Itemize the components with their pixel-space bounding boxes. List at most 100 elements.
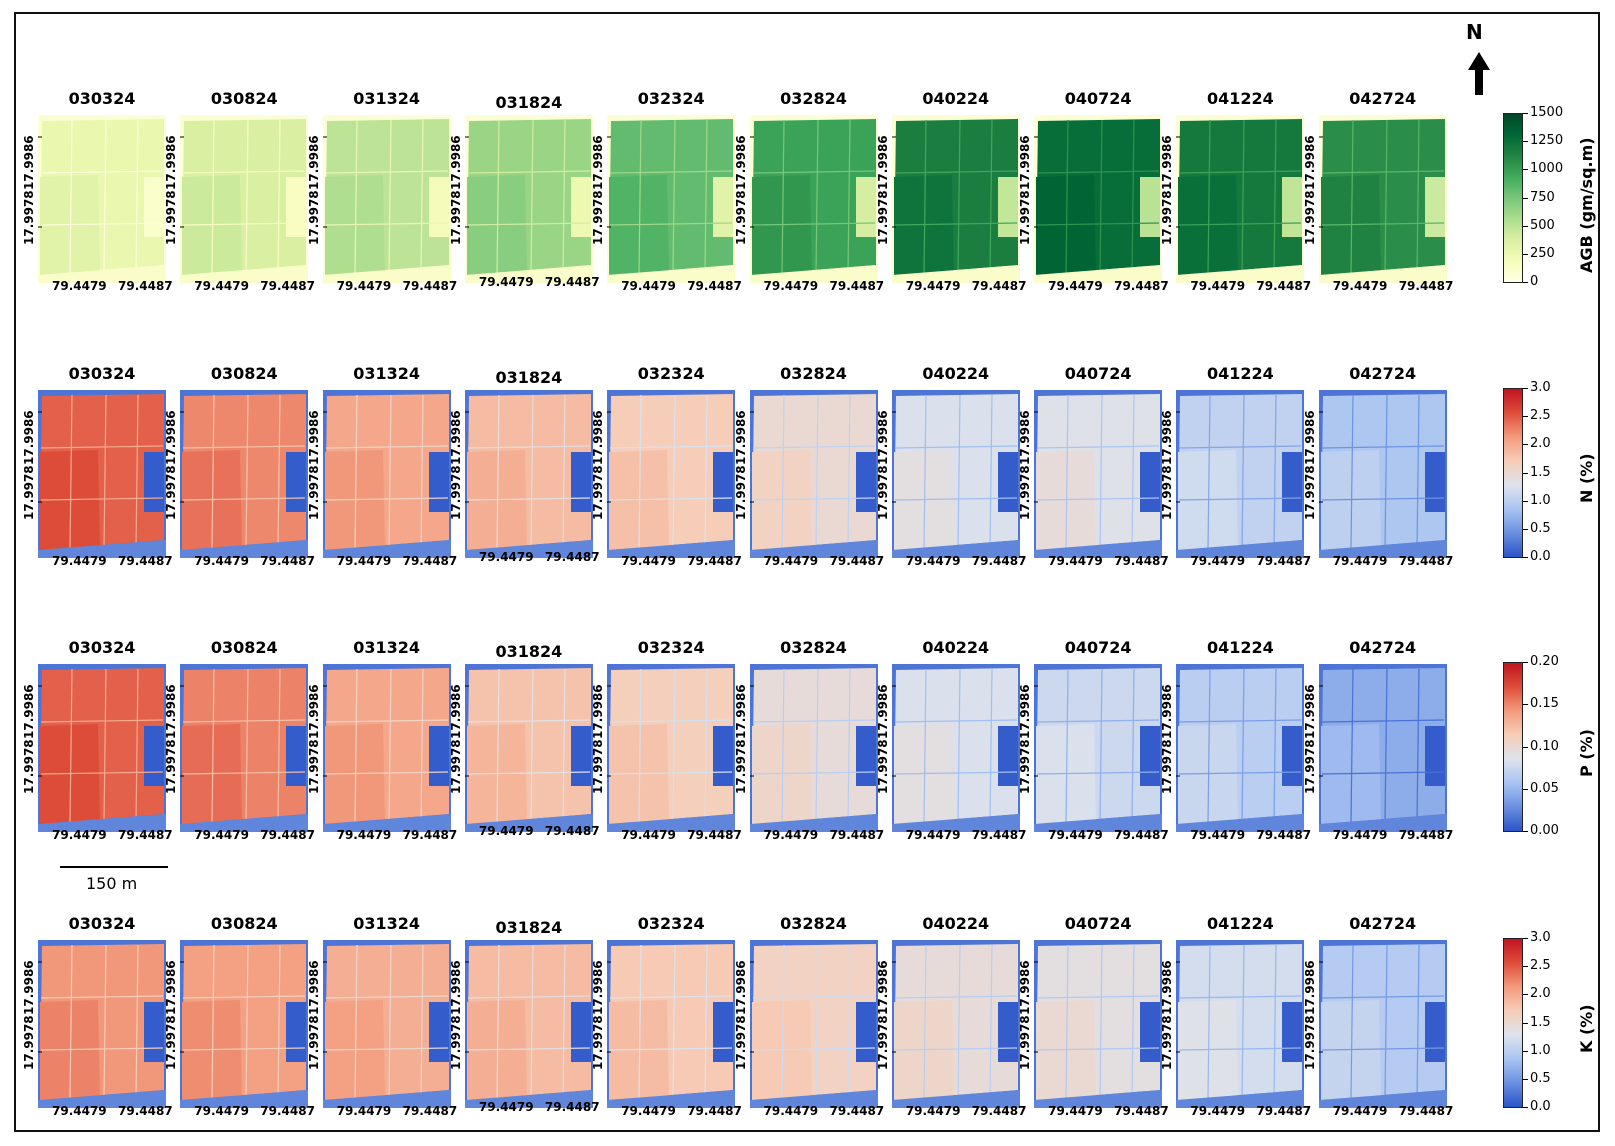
- field-map-image: [607, 390, 736, 558]
- colorbar-tick-mark: [1523, 1107, 1528, 1108]
- field-map-image: [464, 115, 593, 283]
- longitude-tick-label: 79.4487: [118, 828, 173, 842]
- latitude-tick-label: 17.9986: [1018, 135, 1033, 190]
- field-map-image: [749, 664, 878, 832]
- field-map-image: [38, 940, 166, 1108]
- longitude-tick-label: 79.4487: [118, 279, 173, 293]
- colorbar-tick-label: 3.0: [1530, 930, 1551, 945]
- scale-bar: [60, 866, 168, 868]
- colorbar: [1503, 388, 1523, 558]
- colorbar-tick-mark: [1523, 746, 1528, 748]
- field-map-image: [1034, 390, 1163, 558]
- latitude-tick-label: 17.9978: [875, 739, 890, 794]
- field-map-image: [180, 664, 309, 832]
- latitude-tick-label: 17.9986: [1160, 135, 1175, 190]
- field-map-image: [1176, 664, 1305, 832]
- latitude-tick-label: 17.9986: [448, 410, 463, 465]
- latitude-tick-label: 17.9978: [591, 739, 606, 794]
- field-map-image: [464, 940, 593, 1108]
- panel-date-title: 042724: [1349, 89, 1417, 108]
- longitude-tick-label: 79.4487: [829, 554, 885, 568]
- colorbar-tick-mark: [1523, 416, 1528, 418]
- panel-date-title: 032324: [637, 914, 705, 933]
- latitude-tick-label: 17.9986: [1018, 410, 1033, 465]
- panel-date-title: 031824: [495, 642, 563, 661]
- colorbar-tick-label: 0.15: [1530, 696, 1559, 712]
- colorbar-tick-mark: [1523, 141, 1528, 143]
- longitude-tick-label: 79.4487: [971, 554, 1027, 568]
- panel-date-title: 041224: [1206, 638, 1274, 657]
- colorbar: [1503, 113, 1523, 283]
- latitude-tick-label: 17.9978: [875, 465, 890, 520]
- colorbar-tick-label: 2.5: [1530, 408, 1551, 424]
- colorbar-tick-label: 0.0: [1530, 1099, 1551, 1114]
- panel-date-title: 040724: [1064, 638, 1132, 657]
- longitude-tick-label: 79.4479: [336, 1104, 392, 1118]
- longitude-tick-label: 79.4479: [1332, 828, 1388, 842]
- latitude-tick-label: 17.9978: [306, 190, 321, 245]
- latitude-tick-label: 17.9986: [164, 684, 179, 739]
- longitude-tick-label: 79.4487: [971, 828, 1027, 842]
- field-map-image: [1176, 940, 1305, 1108]
- latitude-tick-label: 17.9986: [591, 684, 606, 739]
- panel-date-title: 032324: [637, 638, 705, 657]
- panel-date-title: 041224: [1206, 914, 1274, 933]
- field-map-image: [1318, 115, 1447, 283]
- latitude-tick-label: 17.9978: [306, 1015, 321, 1070]
- field-map-image: [38, 390, 166, 558]
- latitude-tick-label: 17.9978: [306, 465, 321, 520]
- colorbar-tick-mark: [1523, 472, 1528, 474]
- latitude-tick-label: 17.9978: [1018, 1015, 1033, 1070]
- latitude-tick-label: 17.9986: [591, 960, 606, 1015]
- longitude-tick-label: 79.4479: [52, 279, 107, 293]
- colorbar-tick-label: 0.00: [1530, 823, 1559, 838]
- latitude-tick-label: 17.9978: [22, 1015, 36, 1070]
- field-map-image: [749, 940, 878, 1108]
- latitude-tick-label: 17.9986: [164, 960, 179, 1015]
- longitude-tick-label: 79.4479: [1048, 1104, 1103, 1118]
- field-map-image: [891, 390, 1020, 558]
- field-map-image: [322, 390, 451, 558]
- longitude-tick-label: 79.4479: [1190, 1104, 1246, 1118]
- colorbar-tick-mark: [1523, 282, 1528, 283]
- panel-date-title: 032824: [780, 364, 847, 383]
- longitude-tick-label: 79.4487: [1114, 554, 1169, 568]
- field-map-image: [1034, 940, 1163, 1108]
- colorbar-tick-mark: [1523, 388, 1528, 389]
- longitude-tick-label: 79.4487: [118, 1104, 173, 1118]
- latitude-tick-label: 17.9978: [733, 190, 748, 245]
- field-map-image: [464, 390, 593, 558]
- latitude-tick-label: 17.9978: [1018, 190, 1033, 245]
- latitude-tick-label: 17.9978: [22, 190, 36, 245]
- colorbar-tick-label: 2.0: [1530, 436, 1551, 452]
- latitude-tick-label: 17.9986: [164, 410, 179, 465]
- latitude-tick-label: 17.9978: [22, 739, 36, 794]
- colorbar-tick-label: 1.5: [1530, 464, 1551, 480]
- latitude-tick-label: 17.9978: [875, 1015, 890, 1070]
- longitude-tick-label: 79.4487: [971, 1104, 1027, 1118]
- latitude-tick-label: 17.9978: [875, 190, 890, 245]
- longitude-tick-label: 79.4479: [52, 828, 107, 842]
- colorbar-tick-label: 0.5: [1530, 520, 1551, 536]
- longitude-tick-label: 79.4479: [621, 554, 676, 568]
- colorbar-tick-label: 0.05: [1530, 780, 1559, 796]
- panel-date-title: 042724: [1349, 364, 1417, 383]
- colorbar-tick-mark: [1523, 704, 1528, 706]
- longitude-tick-label: 79.4487: [1256, 554, 1312, 568]
- longitude-tick-label: 79.4487: [687, 828, 742, 842]
- latitude-tick-label: 17.9986: [591, 410, 606, 465]
- latitude-tick-label: 17.9986: [1302, 135, 1317, 190]
- latitude-tick-label: 17.9978: [591, 1015, 606, 1070]
- longitude-tick-label: 79.4479: [621, 1104, 676, 1118]
- colorbar-title: P (%): [1577, 729, 1596, 777]
- latitude-tick-label: 17.9986: [591, 135, 606, 190]
- longitude-tick-label: 79.4487: [829, 279, 885, 293]
- latitude-tick-label: 17.9978: [448, 465, 463, 520]
- latitude-tick-label: 17.9978: [1160, 1015, 1175, 1070]
- latitude-tick-label: 17.9978: [1160, 739, 1175, 794]
- latitude-tick-label: 17.9986: [733, 960, 748, 1015]
- latitude-tick-label: 17.9978: [1302, 1015, 1317, 1070]
- longitude-tick-label: 79.4479: [905, 279, 961, 293]
- latitude-tick-label: 17.9986: [306, 410, 321, 465]
- longitude-tick-label: 79.4479: [763, 1104, 819, 1118]
